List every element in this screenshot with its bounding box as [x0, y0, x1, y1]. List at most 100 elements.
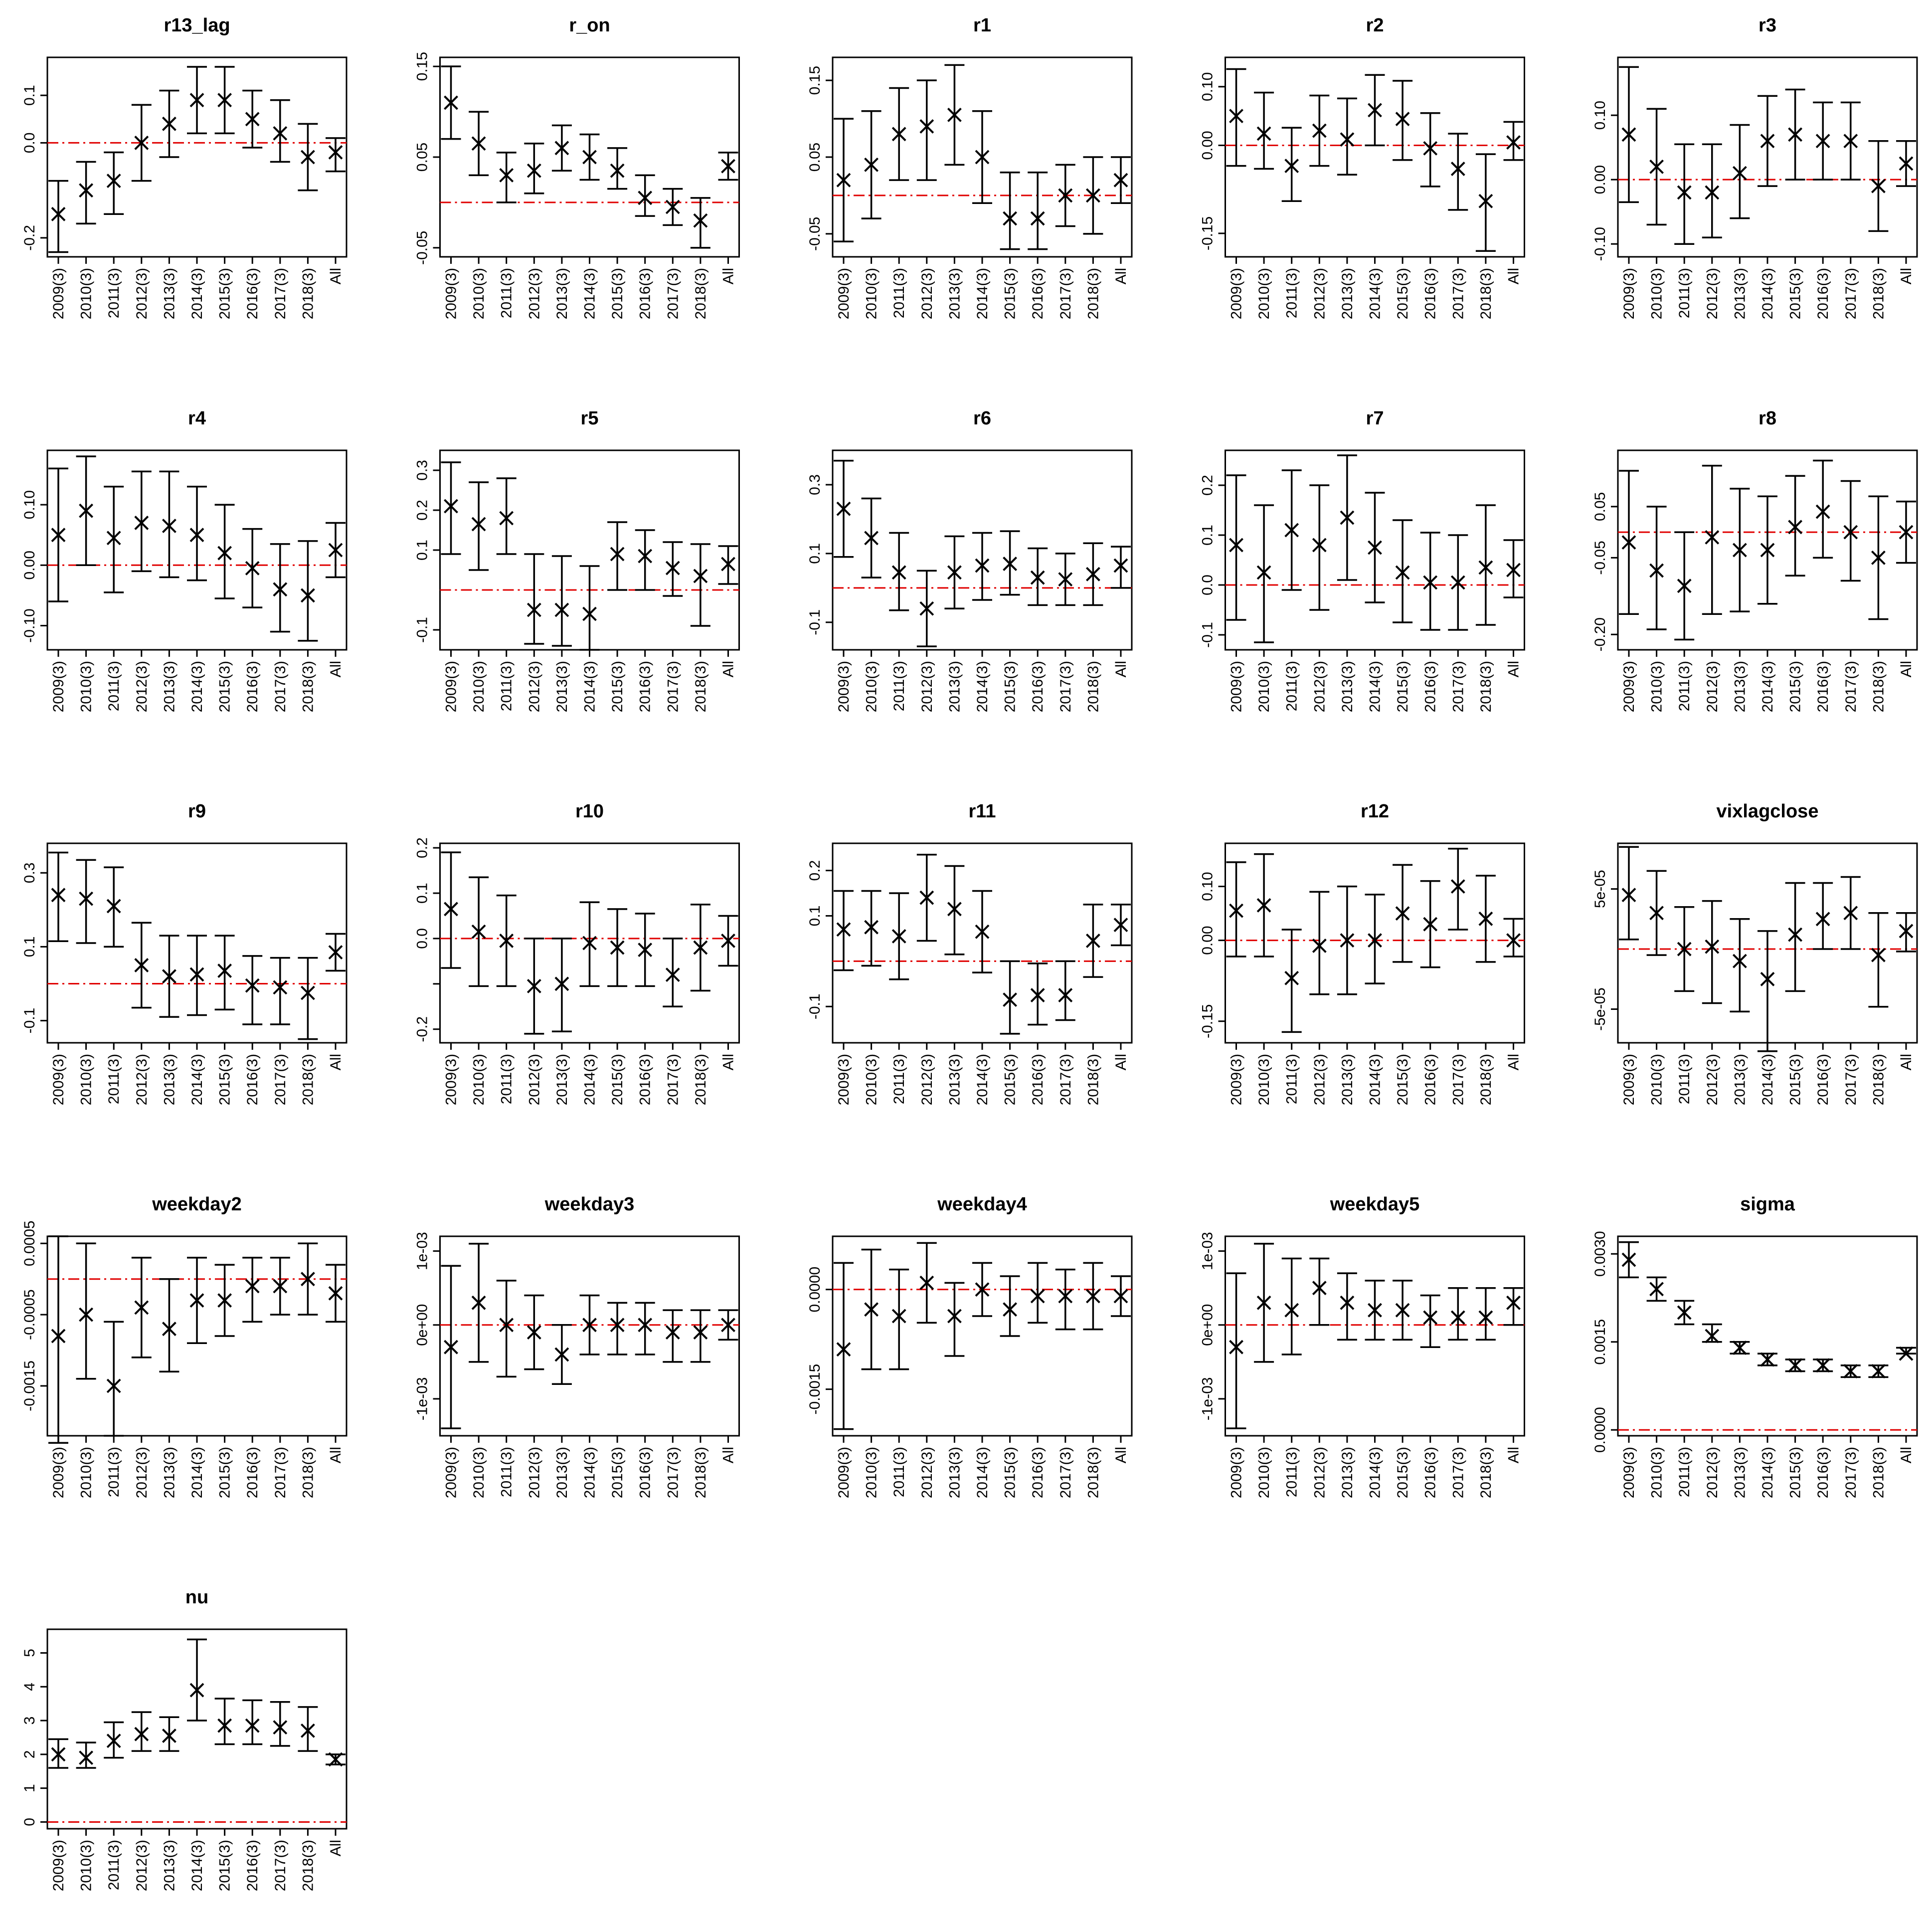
x-tick-label: 2012(3) — [1311, 268, 1328, 319]
point-estimate — [273, 126, 288, 141]
point-estimate — [582, 150, 597, 165]
x-tick-label: 2014(3) — [1759, 661, 1776, 712]
point-estimate — [919, 1275, 934, 1290]
x-tick-label: 2011(3) — [499, 1447, 515, 1497]
y-tick-label: 0.0030 — [1592, 1231, 1608, 1277]
x-tick-label: 2016(3) — [1815, 661, 1831, 712]
point-estimate — [1058, 188, 1073, 203]
x-tick-label: 2013(3) — [161, 268, 177, 319]
x-tick-label: 2017(3) — [1057, 1054, 1074, 1105]
point-estimate — [1506, 563, 1521, 577]
y-tick-label: 0.00 — [21, 551, 38, 579]
x-tick-label: 2012(3) — [1311, 1447, 1328, 1498]
point-estimate — [328, 945, 343, 960]
point-estimate — [721, 934, 735, 948]
point-estimate — [1760, 543, 1775, 558]
x-tick-label: All — [1898, 1447, 1915, 1463]
x-tick-label: 2012(3) — [1311, 661, 1328, 712]
x-tick-label: 2013(3) — [161, 661, 177, 712]
point-estimate — [554, 976, 569, 991]
y-tick-label: 0.2 — [807, 860, 823, 881]
panel-sigma: sigma 0.0000 0.0015 0.0030 2009(3) 2010(3) 201… — [1592, 1194, 1918, 1498]
point-estimate — [1395, 1303, 1410, 1318]
y-tick-label: 1e-03 — [1200, 1232, 1216, 1270]
point-estimate — [1284, 970, 1299, 985]
point-estimate — [51, 1329, 66, 1344]
x-tick-label: 2015(3) — [1002, 1054, 1019, 1105]
panel-title: r11 — [969, 801, 996, 822]
x-tick-label: 2011(3) — [1676, 1447, 1693, 1497]
point-estimate — [1506, 1295, 1521, 1310]
point-estimate — [162, 116, 176, 131]
x-tick-label: 2013(3) — [946, 1054, 963, 1105]
x-tick-label: 2011(3) — [106, 1054, 122, 1104]
panel-title: vixlagclose — [1717, 801, 1819, 822]
x-tick-label: 2011(3) — [1676, 268, 1693, 318]
point-estimate — [1395, 906, 1410, 921]
point-estimate — [721, 159, 735, 174]
x-tick-label: 2017(3) — [1057, 268, 1074, 319]
x-tick-label: 2015(3) — [217, 1447, 233, 1498]
panel-title: weekday4 — [937, 1194, 1027, 1215]
point-estimate — [1423, 141, 1438, 156]
point-estimate — [1788, 520, 1803, 535]
x-tick-label: 2011(3) — [106, 1840, 122, 1890]
point-estimate — [919, 890, 934, 905]
y-tick-label: 0.05 — [807, 143, 823, 172]
x-tick-label: 2009(3) — [836, 661, 852, 712]
x-tick-label: 2017(3) — [272, 661, 289, 712]
x-tick-label: 2014(3) — [582, 268, 598, 319]
point-estimate — [1256, 126, 1271, 141]
point-estimate — [693, 1325, 708, 1340]
point-estimate — [189, 967, 204, 982]
point-estimate — [217, 93, 232, 108]
y-tick-label: -0.0015 — [21, 1360, 38, 1411]
y-tick-label: 0.3 — [21, 862, 38, 883]
point-estimate — [665, 561, 680, 576]
x-tick-label: 2018(3) — [1085, 661, 1101, 712]
panel-title: nu — [185, 1587, 208, 1608]
point-estimate — [471, 1295, 486, 1310]
x-tick-label: 2013(3) — [161, 1054, 177, 1105]
x-tick-label: 2010(3) — [1256, 1054, 1272, 1105]
point-estimate — [1788, 1358, 1803, 1373]
point-estimate — [1760, 134, 1775, 149]
x-tick-label: 2011(3) — [1284, 268, 1300, 318]
x-tick-label: 2013(3) — [554, 268, 570, 319]
point-estimate — [947, 107, 962, 122]
x-tick-label: 2014(3) — [1759, 1054, 1776, 1105]
point-estimate — [189, 1683, 204, 1698]
point-estimate — [1003, 992, 1018, 1007]
point-estimate — [51, 206, 66, 221]
point-estimate — [1450, 575, 1465, 590]
point-estimate — [1760, 971, 1775, 986]
x-tick-label: 2013(3) — [554, 661, 570, 712]
point-estimate — [471, 136, 486, 151]
panel-weekday4: weekday4 -0.0015 0.0000 2009(3) 2010(3) 2011(… — [807, 1194, 1133, 1498]
y-tick-label: -0.20 — [1592, 617, 1608, 651]
point-estimate — [554, 1347, 569, 1362]
x-tick-label: 2010(3) — [864, 661, 880, 712]
point-estimate — [527, 602, 541, 617]
panel-weekday5: weekday5 -1e-03 0e+00 1e-03 2009(3) 2010(3) 20… — [1200, 1194, 1525, 1498]
x-tick-label: 2014(3) — [189, 1054, 205, 1105]
point-estimate — [582, 936, 597, 951]
x-tick-label: 2014(3) — [974, 1054, 991, 1105]
x-tick-label: 2017(3) — [1450, 1054, 1466, 1105]
x-tick-label: 2010(3) — [78, 268, 95, 319]
point-estimate — [189, 1293, 204, 1308]
x-tick-label: 2009(3) — [836, 1054, 852, 1105]
panel-r6: r6 -0.1 0.1 0.3 2009(3) 2010(3) 2011(3) 2012(3)… — [807, 408, 1133, 712]
point-estimate — [891, 565, 906, 580]
point-estimate — [1030, 988, 1045, 1002]
y-tick-label: 0.3 — [414, 460, 431, 481]
point-estimate — [328, 1752, 343, 1767]
panel-vixlagclose: vixlagclose -5e-05 5e-05 2009(3) 2010(3) 2011… — [1592, 801, 1918, 1105]
x-tick-label: 2016(3) — [1422, 661, 1439, 712]
x-tick-label: 2016(3) — [1030, 1447, 1046, 1498]
y-tick-label: 0.05 — [1592, 492, 1608, 521]
x-tick-label: 2009(3) — [50, 661, 67, 712]
point-estimate — [79, 891, 94, 906]
panel-r-on: r_on -0.05 0.05 0.15 2009(3) 2010(3) 2011(3) 20… — [414, 15, 740, 319]
x-tick-label: 2017(3) — [665, 268, 681, 319]
